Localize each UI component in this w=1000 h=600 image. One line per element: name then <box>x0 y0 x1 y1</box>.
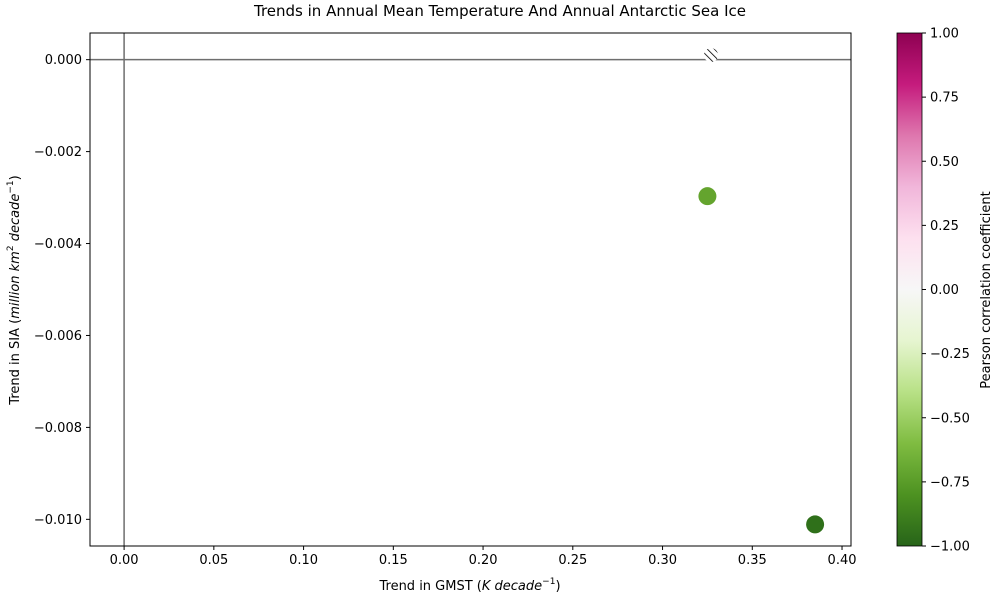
colorbar-tick-label: −1.00 <box>930 540 970 555</box>
colorbar-tick-label: 1.00 <box>930 27 959 42</box>
y-tick-label: −0.004 <box>34 237 82 252</box>
x-axis-label: Trend in GMST (K decade−1) <box>378 577 560 594</box>
y-tick-label: −0.008 <box>34 421 82 436</box>
data-point-1 <box>806 515 825 534</box>
y-tick-label: −0.002 <box>34 145 82 160</box>
colorbar-label: Pearson correlation coefficient <box>979 191 994 388</box>
colorbar-tick-label: −0.25 <box>930 347 970 362</box>
colorbar-tick-label: 0.75 <box>930 91 959 106</box>
colorbar-tick-label: 0.00 <box>930 283 959 298</box>
x-tick-label: 0.30 <box>648 553 677 568</box>
chart-title: Trends in Annual Mean Temperature And An… <box>253 2 746 20</box>
x-tick-label: 0.05 <box>199 553 228 568</box>
colorbar-tick-label: 0.50 <box>930 155 959 170</box>
plot-frame <box>89 32 852 547</box>
x-tick-label: 0.25 <box>558 553 587 568</box>
x-tick-label: 0.10 <box>289 553 318 568</box>
x-tick-label: 0.20 <box>469 553 498 568</box>
y-axis-label: Trend in SIA (million km2 decade−1) <box>6 175 23 405</box>
x-tick-label: 0.15 <box>379 553 408 568</box>
hatched-point <box>704 48 719 63</box>
x-tick-label: 0.40 <box>828 553 857 568</box>
colorbar-tick-label: −0.50 <box>930 411 970 426</box>
reference-lines <box>90 33 851 546</box>
data-points <box>698 48 825 534</box>
y-axis-ticks: 0.000 −0.002 −0.004 −0.006 −0.008 −0.010 <box>34 53 90 528</box>
colorbar <box>896 32 923 547</box>
x-tick-label: 0.00 <box>110 553 139 568</box>
data-point-0 <box>698 187 717 206</box>
x-tick-label: 0.35 <box>738 553 767 568</box>
y-tick-label: −0.010 <box>34 513 82 528</box>
colorbar-tick-label: 0.25 <box>930 219 959 234</box>
x-axis-ticks: 0.00 0.05 0.10 0.15 0.20 0.25 0.30 0.35 0.40 <box>110 546 857 568</box>
colorbar-ticks: 1.00 0.75 0.50 0.25 0.00 −0.25 −0.50 −0.75 −1.00 <box>922 27 970 555</box>
y-tick-label: −0.006 <box>34 329 82 344</box>
y-tick-label: 0.000 <box>45 53 82 68</box>
colorbar-tick-label: −0.75 <box>930 475 970 490</box>
